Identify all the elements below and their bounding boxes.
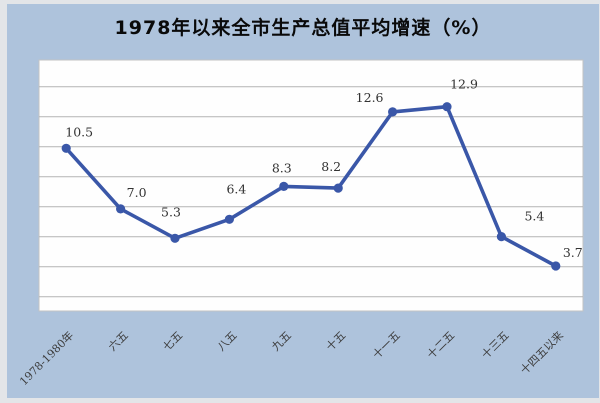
x-axis-label: 十四五以来 xyxy=(517,328,566,377)
data-point-marker xyxy=(333,183,343,193)
x-axis-label: 1978-1980年 xyxy=(16,328,76,388)
x-axis-label: 十三五 xyxy=(478,328,511,361)
data-point-marker xyxy=(551,261,561,271)
chart-title: 1978年以来全市生产总值平均增速（%） xyxy=(114,17,492,39)
data-point-marker xyxy=(116,204,126,214)
data-point-label: 3.7 xyxy=(563,245,583,260)
data-point-marker xyxy=(442,102,452,112)
x-axis-label: 七五 xyxy=(160,329,185,354)
data-point-marker xyxy=(279,181,289,191)
data-point-label: 5.3 xyxy=(161,204,181,219)
data-point-label: 10.5 xyxy=(65,124,93,139)
x-axis-label: 十一五 xyxy=(369,328,402,361)
data-point-label: 6.4 xyxy=(226,181,246,196)
data-point-marker xyxy=(61,143,71,153)
x-axis-label: 十五 xyxy=(323,328,348,353)
x-axis-label: 八五 xyxy=(215,329,240,354)
data-point-label: 12.9 xyxy=(450,77,478,92)
data-point-label: 5.4 xyxy=(524,209,544,224)
x-axis-label: 九五 xyxy=(269,329,294,354)
data-point-label: 8.3 xyxy=(272,160,292,175)
data-point-label: 7.0 xyxy=(127,185,147,200)
x-axis-label: 六五 xyxy=(106,329,131,354)
data-point-marker xyxy=(496,232,506,242)
data-point-label: 12.6 xyxy=(356,90,384,105)
data-point-marker xyxy=(170,233,180,243)
data-point-marker xyxy=(224,214,234,224)
data-point-label: 8.2 xyxy=(321,159,341,174)
x-axis-label: 十二五 xyxy=(424,328,457,361)
data-point-marker xyxy=(388,107,398,117)
series-line xyxy=(64,104,558,268)
